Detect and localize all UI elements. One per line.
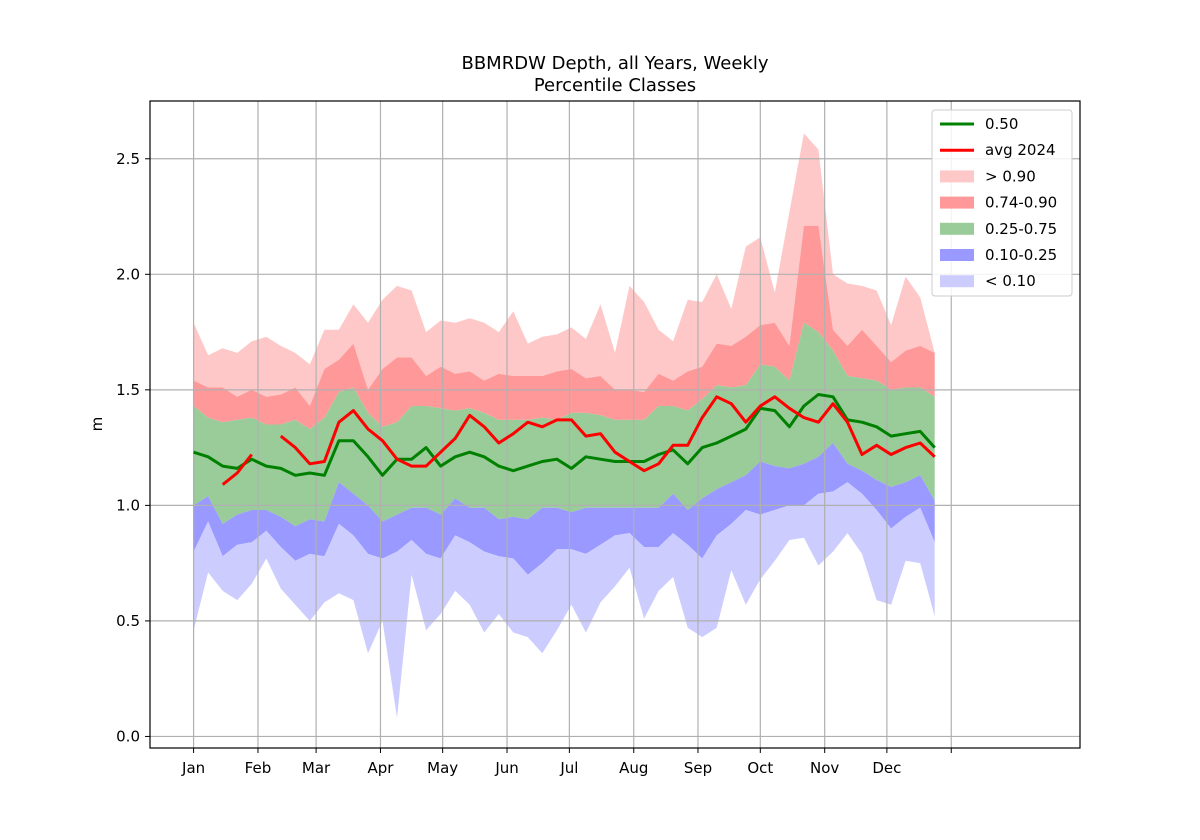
legend-swatch (940, 275, 974, 288)
x-tick-label: Oct (747, 759, 773, 777)
x-tick-label: Aug (619, 759, 648, 777)
y-tick-label: 2.0 (116, 265, 140, 283)
band-3 (193, 443, 935, 575)
y-tick-label: 1.5 (116, 381, 140, 399)
x-tick-label: Mar (302, 759, 331, 777)
percentile-bands (193, 133, 935, 718)
y-tick-label: 1.0 (116, 496, 140, 514)
legend-label: < 0.10 (985, 272, 1036, 290)
y-tick-label: 0.5 (116, 612, 140, 630)
legend-label: > 0.90 (985, 167, 1036, 185)
y-tick-label: 2.5 (116, 150, 140, 168)
x-tick-label: Dec (872, 759, 901, 777)
legend: 0.50 avg 2024 > 0.90 0.74-0.90 0.25-0.75 0.10… (931, 109, 1073, 297)
series-line-1 (221, 395, 936, 486)
legend-swatch (940, 222, 974, 235)
band-4 (193, 482, 935, 718)
legend-label: avg 2024 (985, 141, 1056, 159)
legend-label: 0.50 (985, 115, 1018, 133)
legend-label: 0.74-0.90 (985, 194, 1057, 212)
x-tick-label: May (427, 759, 458, 777)
x-tick-label: Apr (367, 759, 394, 777)
y-axis-label: m (88, 417, 106, 432)
band-1 (193, 225, 935, 430)
series-lines (193, 393, 936, 486)
grid-lines (150, 101, 1080, 748)
legend-swatch (940, 170, 974, 183)
band-2 (193, 322, 935, 527)
axes: Jan Feb Mar Apr May Jun Jul Aug Sep Oct Nov Dec 0.0 0… (116, 100, 1081, 777)
legend-swatch (940, 249, 974, 261)
y-tick-label: 0.0 (116, 727, 140, 745)
x-tick-label: Nov (810, 759, 839, 777)
x-tick-label: Jul (559, 759, 578, 777)
x-tick-label: Sep (684, 759, 712, 777)
band-0 (193, 133, 935, 406)
x-tick-label: Feb (245, 759, 272, 777)
legend-label: 0.25-0.75 (985, 220, 1057, 238)
x-tick-label: Jun (494, 759, 518, 777)
x-tick-label: Jan (181, 759, 205, 777)
chart-subtitle: Percentile Classes (534, 75, 696, 96)
series-line-0 (193, 393, 936, 477)
plot-frame (149, 100, 1081, 749)
legend-swatch (940, 196, 974, 209)
chart-title: BBMRDW Depth, all Years, Weekly (461, 53, 768, 74)
legend-label: 0.10-0.25 (985, 246, 1057, 264)
